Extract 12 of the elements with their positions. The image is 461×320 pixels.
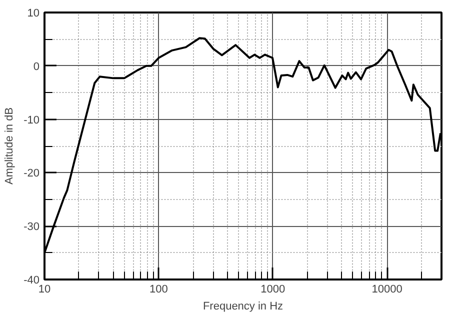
x-tick-label: 100 xyxy=(150,284,168,296)
y-tick-label: -30 xyxy=(24,221,40,234)
y-tick-label: -10 xyxy=(24,114,40,126)
y-tick-label: -40 xyxy=(24,274,40,286)
x-axis-title: Frequency in Hz xyxy=(202,300,284,312)
y-tick-label: 0 xyxy=(33,60,40,73)
y-axis-title: Amplitude in dB xyxy=(4,107,16,185)
x-tick-label: 10 xyxy=(38,284,51,296)
y-tick-label: -20 xyxy=(24,168,40,180)
x-tick-label: 10000 xyxy=(372,284,402,296)
y-tick-label: 10 xyxy=(27,8,40,20)
x-tick-label: 1000 xyxy=(260,284,286,296)
